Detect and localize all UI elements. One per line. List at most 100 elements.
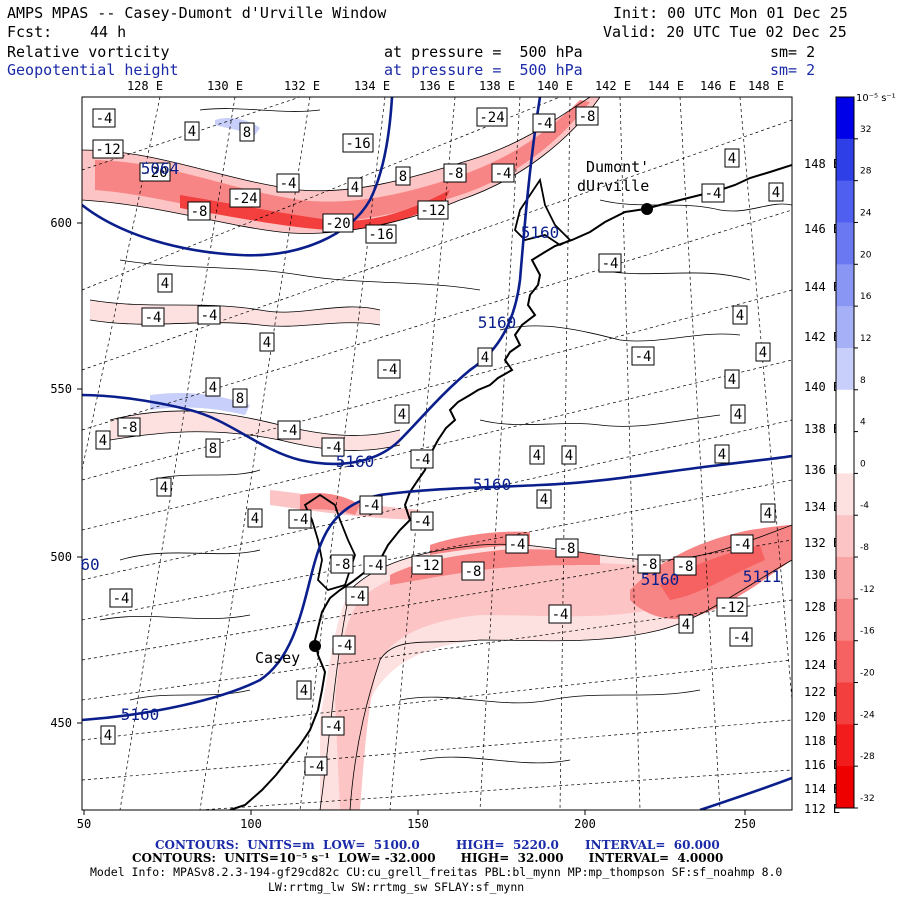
station-label: Casey (255, 649, 300, 667)
field2-name: Geopotential height (7, 61, 179, 79)
height-label: 5160 (641, 570, 680, 589)
height-contours (82, 97, 792, 810)
colorbar: 32 28 24 20 16 12 8 4 0 -4 -8 -12 -16 -20 -24 -28 -32 (835, 96, 875, 809)
colorbar-swatch (836, 180, 854, 223)
svg-text:4: 4 (99, 433, 107, 449)
vorticity-labels: -4 4 8 -12 -20 -24 -8 -16 -4 4 8 -8 -4 -12 -20 -16 -24 -8… (92, 106, 784, 776)
svg-text:4: 4 (188, 124, 196, 140)
height-5160-contour-south (82, 454, 792, 722)
vorticity-label: -8 (330, 554, 354, 574)
vorticity-label: -4 (321, 716, 345, 736)
vorticity-label: 4 (724, 148, 740, 168)
top-lon-label: 136 E (419, 79, 455, 93)
vorticity-label: -4 (631, 346, 655, 366)
vorticity-label: -4 (277, 420, 301, 440)
model-info-radiation: LW:rrtmg_lw SW:rrtmg_sw SFLAY:sf_mynn (268, 880, 525, 894)
svg-text:-8: -8 (121, 420, 138, 436)
vorticity-label: 4 (561, 445, 577, 465)
colorbar-swatch (836, 598, 854, 642)
colorbar-label: 12 (860, 334, 871, 344)
colorbar-label: 8 (860, 376, 866, 386)
station-label: dUrville (577, 177, 649, 195)
vorticity-label: -4 (92, 108, 116, 128)
svg-text:-16: -16 (345, 136, 370, 152)
svg-text:-16: -16 (368, 227, 393, 243)
vorticity-label: 4 (755, 342, 771, 362)
svg-text:4: 4 (764, 506, 772, 522)
station-marker (309, 640, 321, 652)
vorticity-label: -8 (443, 163, 467, 183)
vorticity-label: -4 (730, 534, 754, 554)
colorbar-swatch (836, 389, 854, 433)
right-lon-label: 142 E (804, 330, 840, 344)
svg-text:4: 4 (736, 308, 744, 324)
svg-text:4: 4 (300, 683, 308, 699)
vorticity-label: -4 (377, 359, 401, 379)
plot-frame (81, 96, 793, 811)
svg-text:-4: -4 (602, 256, 619, 272)
colorbar-label: 4 (860, 418, 866, 428)
svg-text:-8: -8 (579, 109, 596, 125)
svg-text:-12: -12 (95, 142, 120, 158)
height-label: 5160 (521, 223, 560, 242)
vorticity-label: -4 (410, 511, 434, 531)
colorbar-label: 0 (860, 459, 866, 469)
colorbar-unit: 10⁻⁵ s⁻¹ (856, 93, 896, 104)
vorticity-label: 4 (184, 121, 200, 141)
svg-text:-4: -4 (635, 349, 652, 365)
colorbar-label: -8 (860, 543, 869, 553)
svg-text:-4: -4 (96, 111, 113, 127)
y-tick-label: 500 (50, 550, 72, 564)
svg-text:4: 4 (728, 151, 736, 167)
colorbar-swatch (836, 264, 854, 307)
right-lon-label: 124 E (804, 658, 840, 672)
vorticity-label: 4 (529, 445, 545, 465)
svg-text:4: 4 (398, 407, 406, 423)
height-labels: 5064 5160 5160 5160 5160 5160 5160 5111 60 (80, 159, 781, 724)
right-lon-label: 120 E (804, 710, 840, 724)
vorticity-label: 4 (347, 177, 363, 197)
svg-text:-8: -8 (641, 557, 658, 573)
vorticity-label: 8 (239, 122, 255, 142)
vorticity-label: -4 (321, 437, 345, 457)
vorticity-label: 4 (724, 369, 740, 389)
top-lon-label: 132 E (284, 79, 320, 93)
height-label: 5160 (336, 452, 375, 471)
svg-text:8: 8 (243, 125, 251, 141)
svg-text:-4: -4 (308, 759, 325, 775)
field1-name: Relative vorticity (7, 43, 170, 61)
svg-text:-4: -4 (201, 308, 218, 324)
height-contour-high: HIGH= 5220.0 (456, 838, 559, 852)
vorticity-label: -4 (598, 253, 622, 273)
height-contour-interval: INTERVAL= 60.000 (585, 838, 720, 852)
vorticity-contour-info: CONTOURS: UNITS=10⁻⁵ s⁻¹ LOW= -32.000 HI… (132, 851, 724, 865)
x-tick-label: 100 (240, 817, 262, 831)
vorticity-label: 4 (157, 273, 173, 293)
vorticity-label: -24 (476, 107, 508, 127)
station-marker (641, 203, 653, 215)
svg-text:-8: -8 (334, 557, 351, 573)
svg-text:4: 4 (540, 492, 548, 508)
vorticity-label: -12 (92, 139, 124, 159)
field2-level: at pressure = 500 hPa (384, 61, 583, 79)
vorticity-label: -8 (461, 561, 485, 581)
colorbar-swatch (836, 222, 854, 265)
x-tick-label: 150 (407, 817, 429, 831)
svg-text:-4: -4 (381, 362, 398, 378)
vorticity-label: -4 (141, 307, 165, 327)
vorticity-label: 8 (395, 166, 411, 186)
top-lon-label: 130 E (207, 79, 243, 93)
svg-text:4: 4 (263, 335, 271, 351)
svg-text:-4: -4 (325, 440, 342, 456)
station-dumont-durville: Dumont' dUrville (577, 158, 653, 215)
top-lon-label: 144 E (648, 79, 684, 93)
vorticity-label: -4 (197, 305, 221, 325)
vorticity-label: -12 (716, 597, 748, 617)
colorbar-label: 16 (860, 292, 872, 302)
top-lon-label: 128 E (127, 79, 163, 93)
vorticity-label: -12 (411, 555, 443, 575)
colorbar-swatch (836, 138, 854, 182)
svg-text:-4: -4 (414, 452, 431, 468)
height-label: 5160 (478, 313, 517, 332)
